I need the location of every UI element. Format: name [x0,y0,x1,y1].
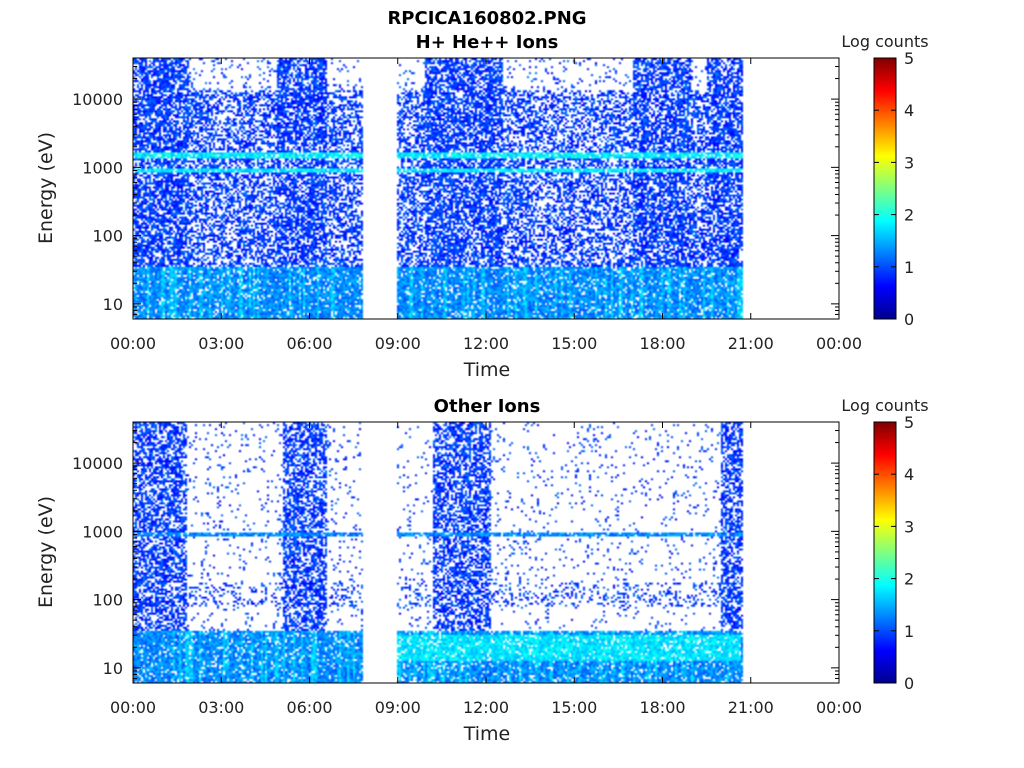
y-tick-label: 100 [92,591,123,610]
y-tick-label: 1000 [82,158,123,177]
colorbar-tick-label: 4 [904,101,914,120]
spectrogram-image-h-he [133,58,839,319]
colorbar-tick-label: 2 [904,206,914,225]
x-tick-label: 03:00 [198,334,244,353]
colorbar-tick-label: 1 [904,258,914,277]
y-axis-label-other: Energy (eV) [35,496,57,608]
x-tick-label: 06:00 [286,334,332,353]
x-tick-label: 06:00 [286,698,332,717]
x-tick-label: 18:00 [639,334,685,353]
colorbar-label-other: Log counts [841,396,928,415]
figure-title: RPCICA160802.PNG [387,8,586,29]
x-tick-label: 00:00 [110,698,156,717]
y-axis-label-h-he: Energy (eV) [35,132,57,244]
colorbar-tick-label: 1 [904,622,914,641]
colorbar-tick-label: 4 [904,465,914,484]
panel-other-ions: Other Ions 00:00 03:00 06:00 09:00 12:00 15:0… [35,396,929,745]
colorbar-label-h-he: Log counts [841,32,928,51]
x-tick-label: 21:00 [728,698,774,717]
panel-h-he-ions: H+ He++ Ions 00:00 03:00 06:00 09:00 12:00 15… [35,32,929,381]
x-tick-label: 15:00 [551,698,597,717]
colorbar-tick-label: 0 [904,310,914,329]
x-tick-label: 03:00 [198,698,244,717]
panel-title-other: Other Ions [434,396,541,417]
y-tick-label: 10 [103,295,123,314]
colorbar-tick-label: 3 [904,517,914,536]
x-tick-label: 12:00 [463,698,509,717]
x-tick-label: 09:00 [375,698,421,717]
x-axis-label-other: Time [463,723,511,745]
x-tick-label: 18:00 [639,698,685,717]
x-tick-label: 21:00 [728,334,774,353]
colorbar-tick-label: 3 [904,153,914,172]
x-axis-label-h-he: Time [463,359,511,381]
y-tick-label: 100 [92,227,123,246]
x-tick-label: 09:00 [375,334,421,353]
colorbar-tick-label: 0 [904,674,914,693]
y-tick-label: 10 [103,659,123,678]
y-tick-label: 10000 [72,454,123,473]
colorbar-other [873,421,897,684]
colorbar-tick-label: 5 [904,49,914,68]
spectrogram-image-other [133,422,839,683]
colorbar-tick-label: 5 [904,413,914,432]
x-tick-label: 15:00 [551,334,597,353]
panel-title-h-he: H+ He++ Ions [416,32,559,53]
x-tick-label: 12:00 [463,334,509,353]
y-tick-label: 1000 [82,522,123,541]
colorbar-tick-label: 2 [904,570,914,589]
x-tick-label: 00:00 [816,698,862,717]
x-tick-label: 00:00 [816,334,862,353]
y-tick-label: 10000 [72,90,123,109]
colorbar-h-he [873,57,897,320]
x-tick-label: 00:00 [110,334,156,353]
